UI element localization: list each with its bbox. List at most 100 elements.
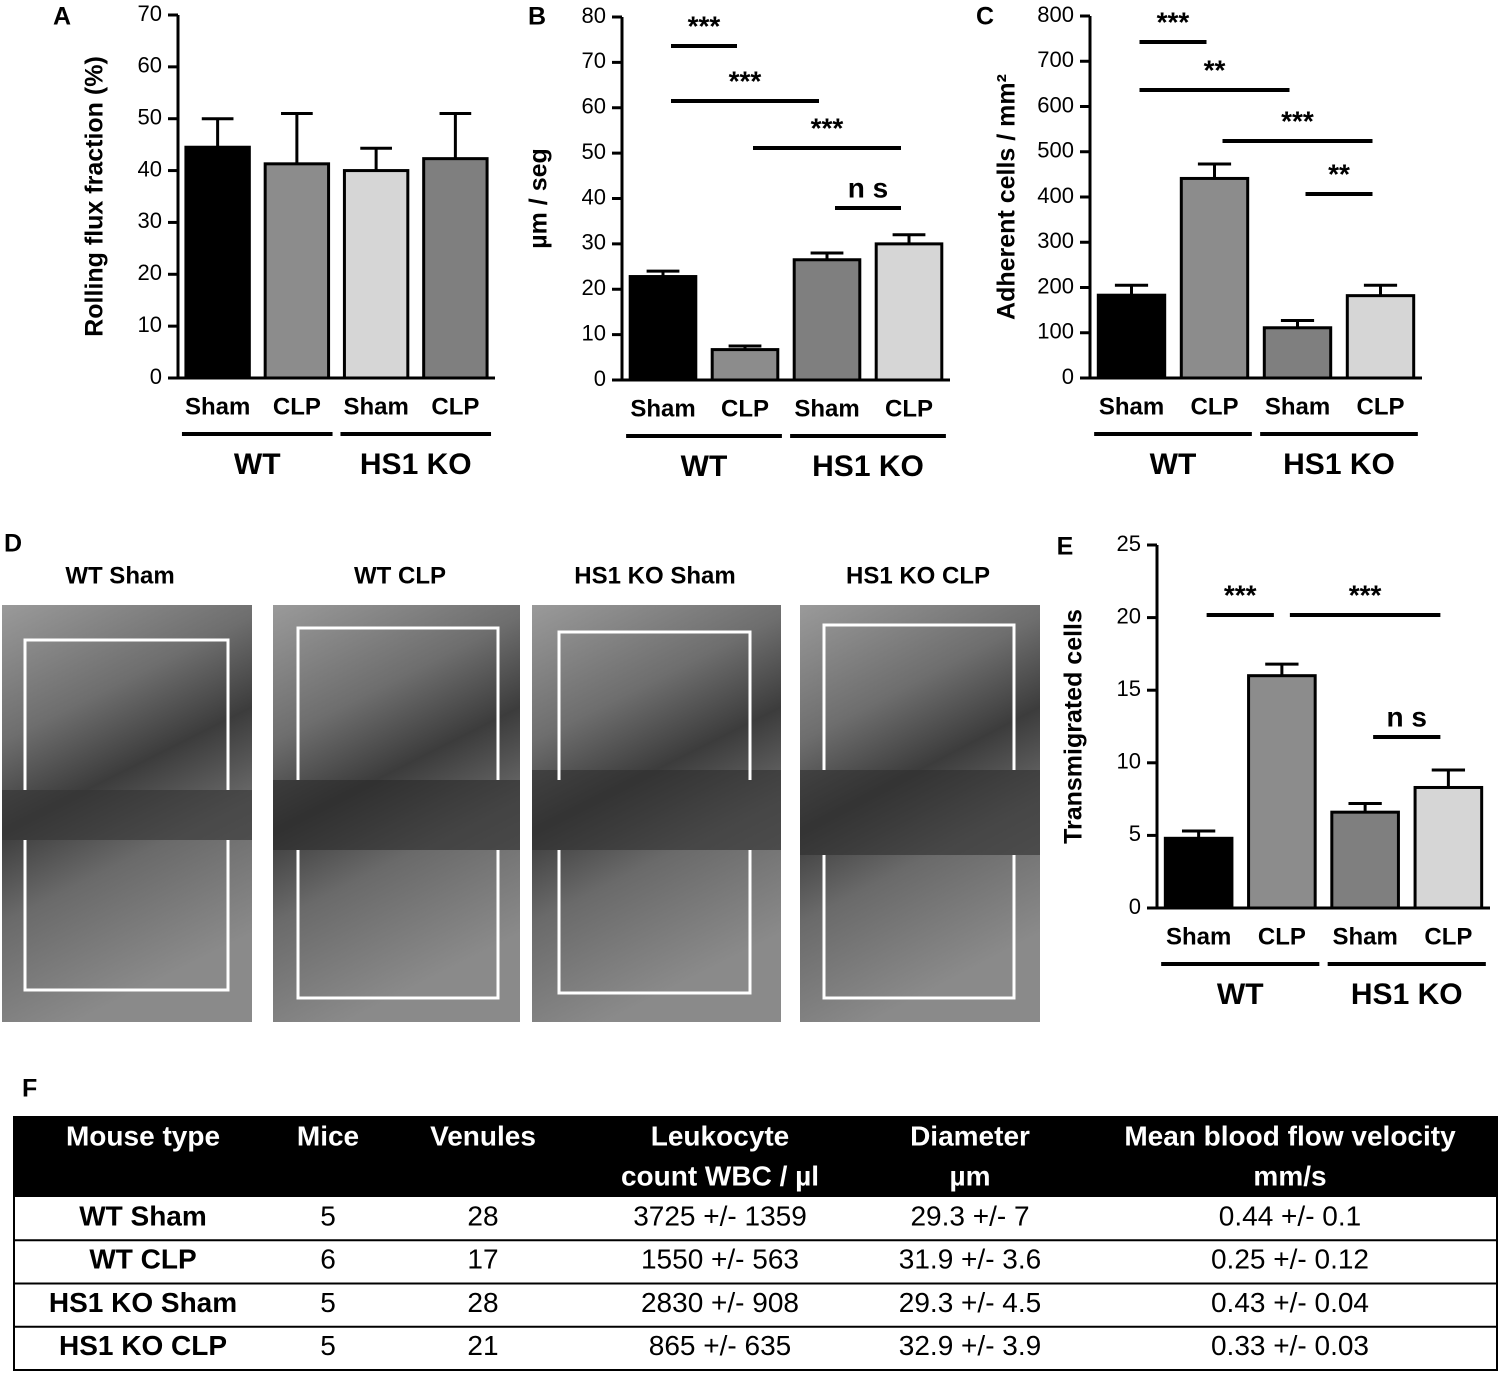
table-cell: 32.9 +/- 3.9: [899, 1330, 1041, 1361]
bar: [628, 275, 698, 382]
y-tick-label: 40: [582, 184, 606, 209]
y-tick-label: 0: [150, 364, 162, 389]
table-cell: 5: [320, 1330, 336, 1361]
x-tick-label: Sham: [630, 395, 695, 422]
group-label: WT: [234, 448, 281, 481]
roi-bracket: [23, 638, 230, 992]
y-tick-label: 600: [1037, 92, 1074, 117]
table-header: Diameter: [910, 1120, 1030, 1151]
y-tick-label: 40: [138, 156, 162, 181]
bar: [1096, 293, 1167, 380]
y-axis-label: Adherent cells / mm²: [993, 74, 1021, 320]
y-tick-label: 0: [594, 366, 606, 391]
table-cell: 0.43 +/- 0.04: [1211, 1287, 1369, 1318]
bar: [1413, 785, 1484, 910]
image-label: HS1 KO CLP: [846, 562, 990, 589]
table-cell: 28: [467, 1287, 498, 1318]
significance-label: ***: [811, 112, 844, 143]
x-tick-label: CLP: [1191, 393, 1239, 420]
y-tick-label: 10: [582, 320, 606, 345]
y-tick-label: 0: [1062, 364, 1074, 389]
y-tick-label: 70: [138, 1, 162, 26]
table-cell: 0.25 +/- 0.12: [1211, 1244, 1369, 1275]
x-tick-label: Sham: [343, 393, 408, 420]
bar: [1179, 176, 1250, 380]
table-cell: 21: [467, 1330, 498, 1361]
x-tick-label: CLP: [273, 393, 321, 420]
venule: [273, 780, 520, 850]
group-label: HS1 KO: [1351, 978, 1463, 1011]
y-tick-label: 0: [1129, 894, 1141, 919]
y-tick-label: 100: [1037, 319, 1074, 344]
y-tick-label: 20: [582, 275, 606, 300]
y-tick-label: 300: [1037, 228, 1074, 253]
x-tick-label: Sham: [1166, 923, 1231, 950]
y-tick-label: 70: [582, 48, 606, 73]
panel-letter: D: [4, 530, 22, 558]
y-tick-label: 10: [138, 312, 162, 337]
group-label: HS1 KO: [812, 450, 924, 483]
y-tick-label: 80: [582, 3, 606, 28]
x-tick-label: Sham: [185, 393, 250, 420]
roi-bracket: [557, 630, 752, 995]
x-tick-label: CLP: [431, 393, 479, 420]
group-label: WT: [1217, 978, 1264, 1011]
venule: [532, 770, 781, 850]
x-tick-label: Sham: [794, 395, 859, 422]
x-tick-label: CLP: [1258, 923, 1306, 950]
significance-label: ***: [729, 65, 762, 96]
bar: [422, 157, 489, 380]
table-cell: 31.9 +/- 3.6: [899, 1244, 1041, 1275]
y-tick-label: 800: [1037, 2, 1074, 27]
significance-label: **: [1204, 54, 1226, 85]
bar: [792, 258, 862, 382]
venule: [800, 770, 1040, 855]
x-tick-label: CLP: [885, 395, 933, 422]
y-tick-label: 60: [582, 94, 606, 119]
y-tick-label: 500: [1037, 138, 1074, 163]
y-axis-label: Rolling flux fraction (%): [81, 56, 109, 337]
bar: [184, 145, 251, 380]
table-header: Venules: [430, 1120, 536, 1151]
y-tick-label: 20: [138, 260, 162, 285]
bar: [263, 162, 331, 380]
bar: [710, 348, 780, 382]
bar: [874, 242, 944, 382]
panel-letter: F: [22, 1075, 37, 1103]
panel-letter: E: [1057, 533, 1074, 561]
table-header: Mouse type: [66, 1120, 220, 1151]
significance-label: ***: [1349, 579, 1382, 610]
x-tick-label: Sham: [1099, 393, 1164, 420]
table-cell: 29.3 +/- 7: [910, 1200, 1029, 1231]
significance-label: n s: [848, 172, 888, 203]
y-tick-label: 400: [1037, 183, 1074, 208]
table-header: Leukocyte: [651, 1120, 790, 1151]
y-tick-label: 25: [1117, 531, 1141, 556]
table-header: Mean blood flow velocity: [1124, 1120, 1456, 1151]
roi-bracket: [296, 626, 500, 1000]
table-cell: 3725 +/- 1359: [633, 1200, 807, 1231]
significance-label: ***: [1281, 105, 1314, 136]
y-tick-label: 60: [138, 53, 162, 78]
table-cell: 5: [320, 1287, 336, 1318]
x-tick-label: Sham: [1265, 393, 1330, 420]
significance-label: n s: [1387, 701, 1427, 732]
y-tick-label: 200: [1037, 273, 1074, 298]
table-cell: 2830 +/- 908: [641, 1287, 799, 1318]
x-tick-label: CLP: [721, 395, 769, 422]
significance-label: **: [1328, 158, 1350, 189]
table-cell: 865 +/- 635: [649, 1330, 791, 1361]
venule: [2, 790, 252, 840]
y-axis-label: µm / seg: [525, 148, 553, 249]
roi-bracket: [822, 623, 1016, 1000]
table-cell: 6: [320, 1244, 336, 1275]
bar: [1262, 326, 1333, 380]
bar: [342, 169, 410, 380]
x-tick-label: CLP: [1357, 393, 1405, 420]
table-cell: 0.44 +/- 0.1: [1219, 1200, 1361, 1231]
panel-letter: C: [976, 3, 994, 31]
table-border: [13, 1116, 1498, 1371]
y-tick-label: 20: [1117, 603, 1141, 628]
